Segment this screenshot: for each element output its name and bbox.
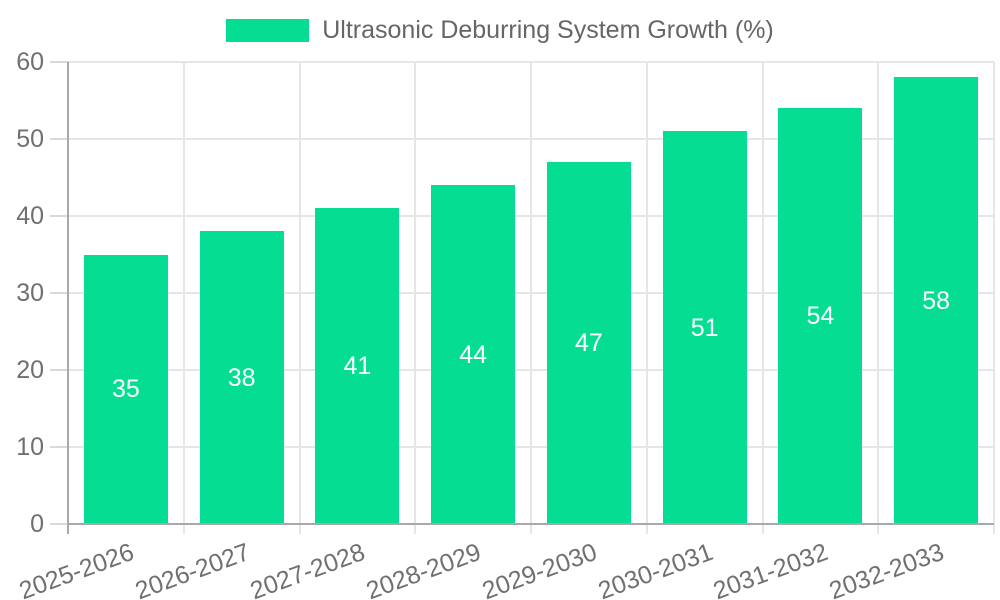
x-gridline bbox=[530, 62, 532, 534]
y-axis-tick bbox=[50, 292, 68, 294]
y-tick-label: 40 bbox=[16, 202, 44, 230]
y-axis-tick bbox=[50, 138, 68, 140]
bar[interactable] bbox=[546, 162, 631, 523]
y-axis-tick bbox=[50, 369, 68, 371]
y-tick-label: 20 bbox=[16, 356, 44, 384]
y-axis-tick bbox=[50, 61, 68, 63]
bar-value-label: 58 bbox=[922, 286, 951, 315]
bar[interactable] bbox=[431, 185, 516, 523]
x-gridline bbox=[182, 62, 185, 534]
bar-value-label: 51 bbox=[690, 313, 719, 342]
x-gridline bbox=[877, 62, 880, 534]
y-tick-label: 10 bbox=[16, 433, 44, 461]
y-axis-tick bbox=[50, 215, 68, 217]
y-axis-tick bbox=[50, 446, 68, 448]
bar-value-label: 54 bbox=[806, 302, 835, 331]
bar-value-label: 38 bbox=[227, 363, 256, 392]
bar[interactable] bbox=[199, 231, 284, 523]
bar[interactable] bbox=[662, 131, 747, 523]
plot-area: 0 10 20 30 40 50 60 35 2025-2026 38 2026-2027 41 202… bbox=[16, 48, 995, 600]
y-tick-label: 50 bbox=[16, 125, 44, 153]
bar[interactable] bbox=[83, 254, 168, 523]
y-tick-label: 30 bbox=[16, 279, 44, 307]
y-axis-tick bbox=[50, 523, 68, 525]
legend-label: Ultrasonic Deburring System Growth (%) bbox=[322, 16, 774, 44]
legend[interactable]: Ultrasonic Deburring System Growth (%) bbox=[0, 18, 1000, 43]
bar-value-label: 35 bbox=[111, 375, 140, 404]
bar[interactable] bbox=[894, 77, 979, 523]
y-tick-label: 0 bbox=[30, 510, 44, 538]
y-axis-line bbox=[67, 62, 69, 534]
x-gridline bbox=[645, 62, 648, 534]
x-gridline bbox=[761, 62, 764, 534]
legend-swatch-icon bbox=[226, 19, 310, 42]
bar[interactable] bbox=[315, 208, 400, 523]
bar[interactable] bbox=[778, 108, 863, 523]
y-tick-label: 60 bbox=[16, 48, 44, 76]
bar-value-label: 41 bbox=[343, 352, 372, 381]
x-gridline bbox=[414, 62, 417, 534]
bar-value-label: 44 bbox=[459, 340, 488, 369]
x-gridline bbox=[993, 62, 995, 534]
x-gridline bbox=[298, 62, 301, 534]
x-axis-line bbox=[68, 523, 994, 525]
bar-value-label: 47 bbox=[574, 329, 603, 358]
